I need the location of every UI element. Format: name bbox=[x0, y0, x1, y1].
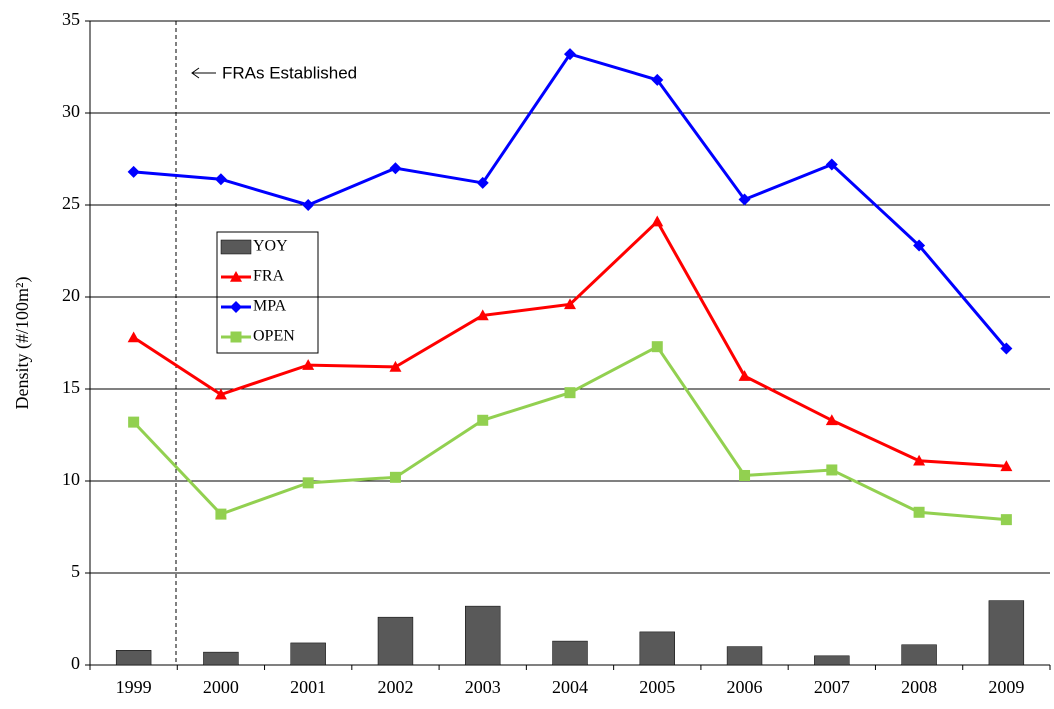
point bbox=[651, 341, 663, 353]
y-tick-label: 0 bbox=[71, 653, 80, 673]
point bbox=[564, 298, 576, 310]
bar bbox=[115, 650, 152, 666]
point bbox=[826, 464, 838, 476]
point bbox=[477, 414, 489, 426]
y-axis-label: Density (#/100m²) bbox=[12, 277, 33, 410]
y-tick-label: 30 bbox=[62, 101, 80, 121]
x-tick-label: 1999 bbox=[116, 677, 152, 697]
bar bbox=[465, 605, 501, 666]
y-tick-label: 25 bbox=[62, 193, 80, 213]
point bbox=[1000, 342, 1013, 355]
legend-label: MPA bbox=[253, 298, 287, 315]
x-tick-label: 2001 bbox=[290, 677, 326, 697]
point bbox=[214, 173, 227, 186]
point bbox=[214, 388, 227, 400]
legend-swatch bbox=[220, 239, 252, 255]
x-tick-label: 2009 bbox=[988, 677, 1024, 697]
legend-label: FRA bbox=[253, 268, 285, 285]
point bbox=[127, 331, 140, 343]
legend-marker bbox=[230, 271, 242, 282]
point bbox=[564, 48, 576, 61]
y-tick-label: 15 bbox=[62, 377, 80, 397]
point bbox=[476, 176, 489, 189]
bar bbox=[814, 655, 850, 666]
point bbox=[913, 454, 926, 466]
bar bbox=[639, 631, 675, 666]
bar bbox=[290, 642, 326, 666]
point bbox=[302, 199, 315, 211]
legend-marker bbox=[230, 301, 242, 313]
y-tick-label: 5 bbox=[71, 561, 80, 581]
point bbox=[1000, 460, 1013, 472]
y-tick-label: 35 bbox=[62, 9, 80, 29]
point bbox=[389, 360, 402, 372]
legend-label: YOY bbox=[253, 238, 288, 255]
x-tick-label: 2004 bbox=[552, 677, 588, 697]
bar bbox=[726, 646, 763, 666]
x-tick-label: 2002 bbox=[377, 677, 413, 697]
point bbox=[738, 370, 751, 381]
point bbox=[302, 477, 314, 489]
point bbox=[128, 416, 140, 428]
point bbox=[825, 414, 838, 426]
point bbox=[738, 193, 751, 206]
x-tick-label: 2000 bbox=[203, 677, 239, 697]
bar bbox=[901, 644, 937, 666]
bar bbox=[552, 640, 588, 666]
point bbox=[127, 165, 140, 178]
point bbox=[1000, 514, 1012, 526]
x-tick-label: 2007 bbox=[814, 677, 850, 697]
point bbox=[215, 508, 227, 520]
bar bbox=[988, 600, 1025, 666]
point bbox=[825, 158, 838, 171]
y-tick-label: 10 bbox=[62, 469, 80, 489]
bar bbox=[377, 616, 414, 666]
bar bbox=[203, 651, 239, 666]
point bbox=[564, 387, 576, 399]
y-tick-label: 20 bbox=[62, 285, 80, 305]
line bbox=[132, 344, 1007, 522]
x-tick-label: 2006 bbox=[727, 677, 763, 697]
annotation: FRAs Established bbox=[222, 63, 357, 82]
point bbox=[302, 359, 315, 370]
point bbox=[913, 239, 926, 252]
point bbox=[913, 506, 925, 518]
point bbox=[476, 309, 489, 321]
legend-label: OPEN bbox=[253, 328, 295, 345]
annotation-arrowhead bbox=[191, 67, 200, 79]
point bbox=[389, 162, 402, 175]
point bbox=[651, 73, 664, 86]
x-tick-label: 2003 bbox=[465, 677, 501, 697]
x-tick-label: 2005 bbox=[639, 677, 675, 697]
point bbox=[739, 469, 751, 481]
point bbox=[651, 215, 664, 227]
x-tick-label: 2008 bbox=[901, 677, 937, 697]
point bbox=[389, 471, 401, 483]
legend-marker bbox=[230, 331, 242, 343]
